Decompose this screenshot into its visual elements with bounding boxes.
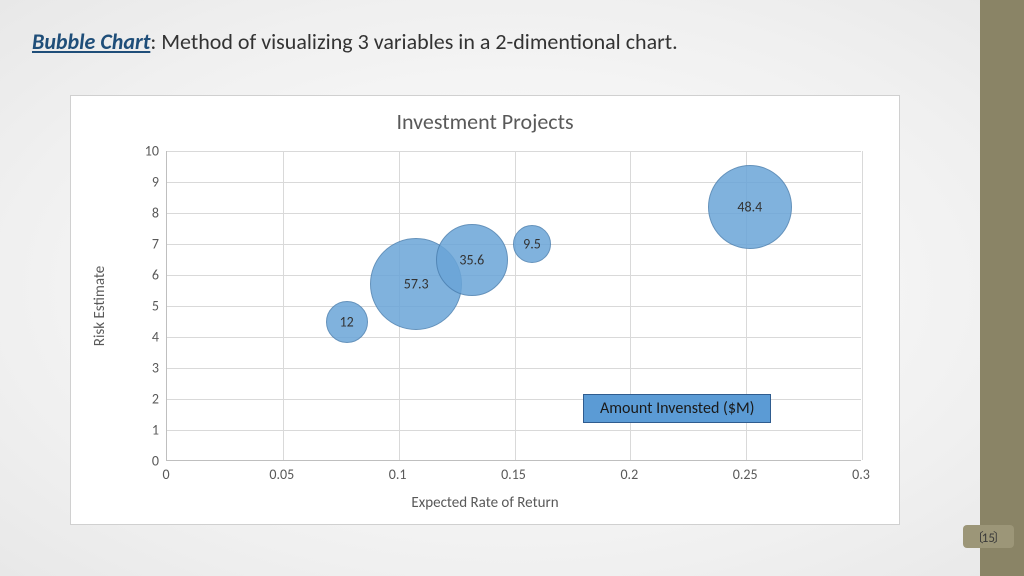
gridline-v bbox=[862, 151, 863, 460]
y-axis-label: Risk Estimate bbox=[91, 266, 109, 346]
gridline-v bbox=[515, 151, 516, 460]
header-rest: : Method of visualizing 3 variables in a… bbox=[150, 28, 677, 55]
y-tick-label: 2 bbox=[129, 391, 159, 408]
y-tick-label: 5 bbox=[129, 298, 159, 315]
right-sidebar bbox=[980, 0, 1024, 576]
gridline-v bbox=[283, 151, 284, 460]
y-tick-label: 9 bbox=[129, 174, 159, 191]
slide-header: Bubble Chart: Method of visualizing 3 va… bbox=[32, 28, 678, 55]
header-bold: Bubble Chart bbox=[32, 28, 150, 55]
y-tick-label: 7 bbox=[129, 236, 159, 253]
x-tick-label: 0.15 bbox=[489, 466, 539, 483]
x-tick-label: 0.25 bbox=[720, 466, 770, 483]
bubble-label: 48.4 bbox=[737, 198, 762, 215]
y-tick-label: 1 bbox=[129, 422, 159, 439]
x-axis-label: Expected Rate of Return bbox=[71, 494, 899, 512]
x-tick-label: 0.1 bbox=[373, 466, 423, 483]
legend: Amount Invensted ($M) bbox=[583, 394, 771, 423]
x-tick-label: 0.05 bbox=[257, 466, 307, 483]
bubble-label: 9.5 bbox=[523, 236, 541, 253]
x-tick-label: 0.2 bbox=[604, 466, 654, 483]
page-number: 15 bbox=[963, 525, 1014, 548]
x-tick-label: 0.3 bbox=[836, 466, 886, 483]
bubble-label: 57.3 bbox=[404, 276, 429, 293]
y-tick-label: 10 bbox=[129, 143, 159, 160]
y-tick-label: 4 bbox=[129, 329, 159, 346]
y-tick-label: 3 bbox=[129, 360, 159, 377]
chart-title: Investment Projects bbox=[71, 108, 899, 135]
chart-container: Investment Projects Risk Estimate Expect… bbox=[70, 95, 900, 525]
bubble-label: 35.6 bbox=[459, 251, 484, 268]
x-tick-label: 0 bbox=[141, 466, 191, 483]
y-tick-label: 8 bbox=[129, 205, 159, 222]
y-tick-label: 6 bbox=[129, 267, 159, 284]
bubble-label: 12 bbox=[340, 313, 354, 330]
